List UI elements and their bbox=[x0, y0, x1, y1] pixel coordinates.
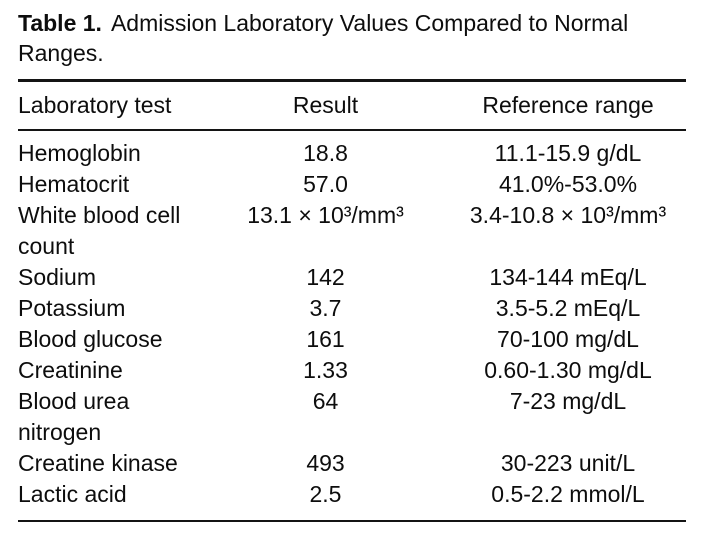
cell-result: 493 bbox=[306, 450, 345, 476]
cell-result: 57.0 bbox=[303, 171, 348, 197]
cell-laboratory-test: Lactic acid bbox=[18, 481, 127, 507]
cell-result: 161 bbox=[306, 326, 345, 352]
table-row: Creatinine 1.33 0.60-1.30 mg/dL bbox=[18, 355, 686, 386]
table-row: Blood urea nitrogen 64 7-23 mg/dL bbox=[18, 386, 686, 448]
cell-reference-range: 0.60-1.30 mg/dL bbox=[484, 357, 652, 383]
table-caption-text: Admission Laboratory Values Compared to … bbox=[18, 10, 629, 66]
cell-laboratory-test: Hemoglobin bbox=[18, 140, 141, 166]
table-row: White blood cell count 13.1 × 10³/mm³ 3.… bbox=[18, 200, 686, 262]
cell-laboratory-test: Blood glucose bbox=[18, 326, 163, 352]
lab-values-table: Laboratory test Result Reference range H… bbox=[18, 79, 686, 522]
table-row: Sodium 142 134-144 mEq/L bbox=[18, 262, 686, 293]
table-row: Potassium 3.7 3.5-5.2 mEq/L bbox=[18, 293, 686, 324]
cell-reference-range: 11.1-15.9 g/dL bbox=[494, 140, 642, 166]
table-figure: Table 1. Admission Laboratory Values Comp… bbox=[18, 8, 686, 522]
cell-reference-range: 70-100 mg/dL bbox=[497, 326, 639, 352]
cell-result: 13.1 × 10³/mm³ bbox=[247, 202, 404, 228]
cell-reference-range: 3.5-5.2 mEq/L bbox=[495, 295, 641, 321]
cell-result: 18.8 bbox=[303, 140, 348, 166]
cell-result: 2.5 bbox=[309, 481, 342, 507]
column-header-reference-range: Reference range bbox=[450, 80, 686, 131]
cell-laboratory-test: Creatinine bbox=[18, 357, 123, 383]
cell-laboratory-test: Hematocrit bbox=[18, 171, 130, 197]
cell-reference-range: 134-144 mEq/L bbox=[489, 264, 647, 290]
cell-reference-range: 7-23 mg/dL bbox=[509, 388, 627, 414]
cell-reference-range: 3.4-10.8 × 10³/mm³ bbox=[469, 202, 667, 228]
cell-reference-range: 0.5-2.2 mmol/L bbox=[491, 481, 645, 507]
cell-laboratory-test: Blood urea nitrogen bbox=[18, 388, 130, 445]
table-row: Blood glucose 161 70-100 mg/dL bbox=[18, 324, 686, 355]
cell-laboratory-test: Creatine kinase bbox=[18, 450, 178, 476]
cell-reference-range: 41.0%-53.0% bbox=[498, 171, 638, 197]
cell-laboratory-test: Sodium bbox=[18, 264, 96, 290]
table-body: Hemoglobin 18.8 11.1-15.9 g/dL Hematocri… bbox=[18, 130, 686, 521]
cell-result: 142 bbox=[306, 264, 345, 290]
cell-laboratory-test: White blood cell count bbox=[18, 202, 181, 259]
table-label: Table 1. bbox=[18, 10, 102, 36]
header-row: Laboratory test Result Reference range bbox=[18, 80, 686, 131]
cell-result: 3.7 bbox=[309, 295, 342, 321]
cell-result: 1.33 bbox=[303, 357, 348, 383]
column-header-laboratory-test: Laboratory test bbox=[18, 80, 201, 131]
table-row: Hematocrit 57.0 41.0%-53.0% bbox=[18, 169, 686, 200]
cell-laboratory-test: Potassium bbox=[18, 295, 126, 321]
table-caption: Table 1. Admission Laboratory Values Comp… bbox=[18, 8, 668, 68]
table-row: Hemoglobin 18.8 11.1-15.9 g/dL bbox=[18, 130, 686, 169]
table-row: Creatine kinase 493 30-223 unit/L bbox=[18, 448, 686, 479]
table-row: Lactic acid 2.5 0.5-2.2 mmol/L bbox=[18, 479, 686, 521]
column-header-result: Result bbox=[201, 80, 450, 131]
cell-result: 64 bbox=[312, 388, 339, 414]
cell-reference-range: 30-223 unit/L bbox=[500, 450, 636, 476]
